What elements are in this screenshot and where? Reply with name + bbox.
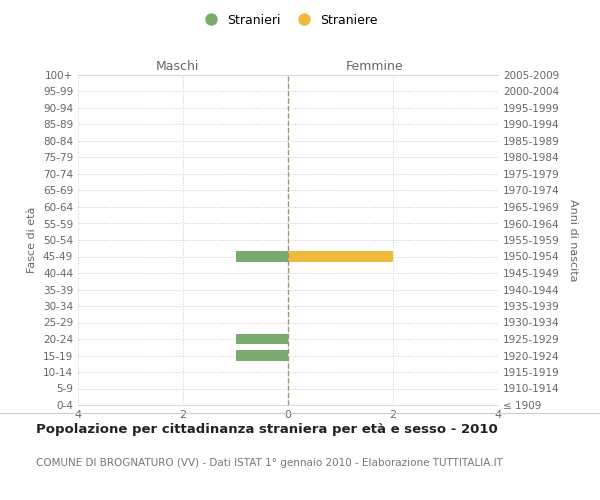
Text: Popolazione per cittadinanza straniera per età e sesso - 2010: Popolazione per cittadinanza straniera p… bbox=[36, 422, 498, 436]
Y-axis label: Anni di nascita: Anni di nascita bbox=[568, 198, 578, 281]
Bar bbox=[235, 334, 288, 344]
Text: Maschi: Maschi bbox=[155, 60, 199, 72]
Legend: Stranieri, Straniere: Stranieri, Straniere bbox=[194, 8, 382, 32]
Bar bbox=[235, 350, 288, 361]
Text: Femmine: Femmine bbox=[346, 60, 404, 72]
Y-axis label: Fasce di età: Fasce di età bbox=[28, 207, 37, 273]
Text: COMUNE DI BROGNATURO (VV) - Dati ISTAT 1° gennaio 2010 - Elaborazione TUTTITALIA: COMUNE DI BROGNATURO (VV) - Dati ISTAT 1… bbox=[36, 458, 503, 468]
Bar bbox=[288, 251, 393, 262]
Bar bbox=[235, 251, 288, 262]
